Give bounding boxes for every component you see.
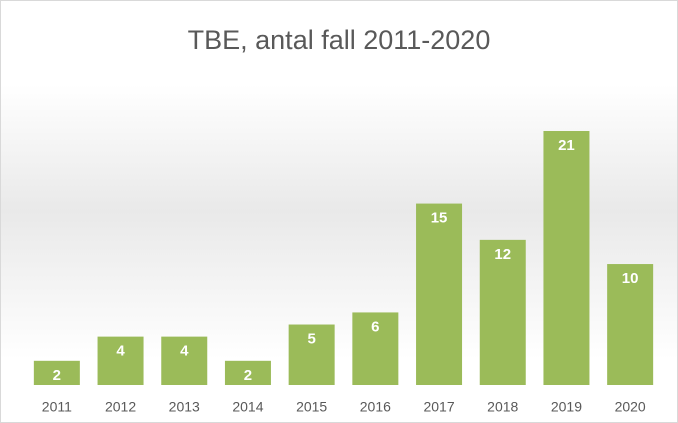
x-tick-label: 2019	[551, 399, 582, 415]
data-label: 2	[244, 367, 252, 384]
data-label: 21	[558, 137, 575, 154]
data-label: 5	[307, 330, 315, 347]
x-tick-label: 2014	[232, 399, 263, 415]
bar	[33, 360, 80, 385]
data-label: 6	[371, 318, 379, 335]
data-label: 15	[431, 210, 448, 227]
bar	[352, 312, 399, 385]
chart-title: TBE, antal fall 2011-2020	[188, 25, 491, 55]
bar	[97, 336, 144, 385]
bar	[543, 131, 590, 385]
bar	[224, 360, 271, 385]
data-label: 4	[180, 343, 189, 360]
bar	[161, 336, 208, 385]
x-tick-label: 2018	[487, 399, 518, 415]
bar	[479, 239, 526, 385]
x-tick-label: 2012	[105, 399, 136, 415]
data-label: 10	[622, 270, 639, 287]
data-label: 2	[53, 367, 61, 384]
data-label: 4	[116, 343, 125, 360]
x-tick-label: 2020	[615, 399, 646, 415]
x-tick-label: 2013	[169, 399, 200, 415]
x-tick-label: 2015	[296, 399, 327, 415]
bar	[416, 203, 463, 385]
bar	[607, 264, 654, 385]
x-tick-label: 2016	[360, 399, 391, 415]
data-label: 12	[494, 246, 511, 263]
x-tick-label: 2011	[42, 399, 72, 415]
x-tick-label: 2017	[423, 399, 454, 415]
bar	[288, 324, 335, 385]
